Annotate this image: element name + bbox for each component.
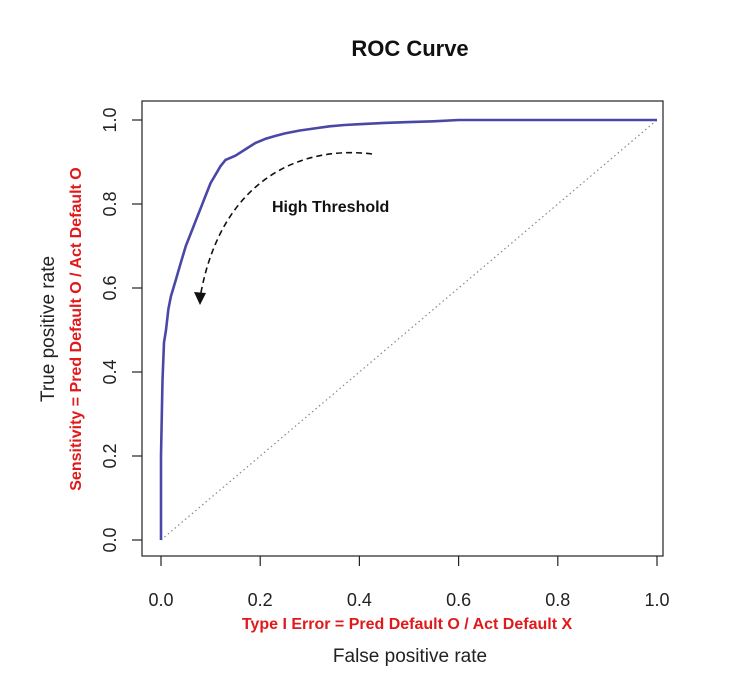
plot-frame <box>141 100 664 557</box>
chart-title: ROC Curve <box>351 36 468 61</box>
y-tick-label: 0.0 <box>100 527 120 552</box>
y-tick-label: 0.8 <box>100 191 120 216</box>
y-tick-label: 0.4 <box>100 359 120 384</box>
x-axis: 0.0 0.2 0.4 0.6 0.8 1.0 <box>148 556 670 610</box>
x-tick-label: 0.4 <box>347 590 372 610</box>
y-tick-label: 0.6 <box>100 275 120 300</box>
y-tick-label: 1.0 <box>100 107 120 132</box>
x-axis-secondary-label: Type I Error = Pred Default O / Act Defa… <box>242 616 573 633</box>
threshold-arrow <box>199 151 373 299</box>
diagonal-reference-line <box>160 119 658 541</box>
x-tick-label: 0.8 <box>545 590 570 610</box>
y-tick-label: 0.2 <box>100 443 120 468</box>
roc-curve-line <box>159 118 657 540</box>
x-axis-label: False positive rate <box>333 646 487 667</box>
x-tick-label: 0.2 <box>248 590 273 610</box>
y-axis: 0.0 0.2 0.4 0.6 0.8 1.0 <box>100 107 142 553</box>
x-tick-label: 1.0 <box>644 590 669 610</box>
x-tick-label: 0.6 <box>446 590 471 610</box>
y-axis-secondary-label: Sensitivity = Pred Default O / Act Defau… <box>68 167 85 490</box>
y-axis-label: True positive rate <box>38 256 59 402</box>
annotation-high-threshold: High Threshold <box>272 199 389 216</box>
x-tick-label: 0.0 <box>148 590 173 610</box>
threshold-arrowhead <box>194 292 206 305</box>
